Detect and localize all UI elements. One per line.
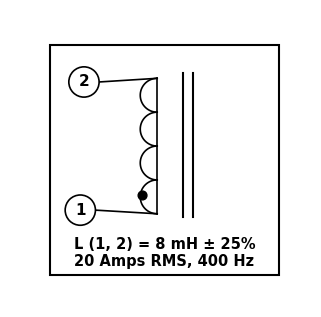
Circle shape (65, 195, 95, 225)
Circle shape (69, 67, 99, 97)
Text: 20 Amps RMS, 400 Hz: 20 Amps RMS, 400 Hz (74, 254, 255, 269)
Text: 1: 1 (75, 203, 86, 218)
Text: L (1, 2) = 8 mH ± 25%: L (1, 2) = 8 mH ± 25% (74, 237, 255, 252)
Circle shape (138, 191, 147, 200)
Text: 2: 2 (79, 74, 89, 89)
